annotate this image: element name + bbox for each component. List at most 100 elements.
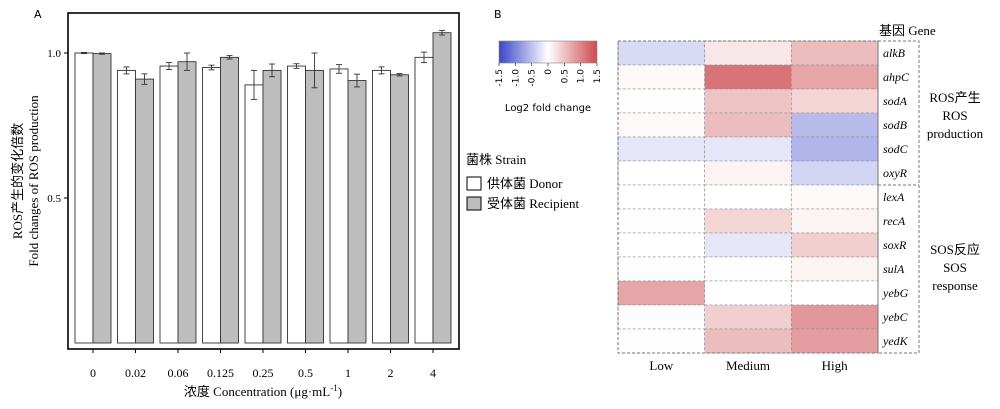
heatmap-cell-sodA-Low <box>617 88 705 114</box>
y-axis-label-zh: ROS产生的变化倍数 <box>10 123 25 239</box>
heatmap-cell-sodA-High <box>791 88 879 114</box>
heatmap-cell-yedK-Low <box>617 328 705 354</box>
bar-recipient-4 <box>432 32 452 344</box>
colorbar-tick-label: 1.5 <box>593 69 603 83</box>
bar-donor-0.02 <box>117 69 136 344</box>
heatmap-cell-alkB-Medium <box>704 40 792 66</box>
gene-label-recA: recA <box>883 214 906 228</box>
x-tick-label: 2 <box>388 366 394 380</box>
panel-a-label: A <box>34 8 42 21</box>
heatmap-cell-sodA-Medium <box>704 88 792 114</box>
x-tick-label: 0.5 <box>298 366 313 380</box>
bar-legend: 菌株 Strain 供体菌 Donor 受体菌 Recipient <box>466 152 579 211</box>
heatmap-cell-recA-High <box>791 208 879 234</box>
bar-recipient-1 <box>347 80 367 344</box>
group-label-ros: ROS产生 ROS production <box>927 90 984 141</box>
colorbar-tick-label: -0.5 <box>528 69 538 87</box>
heatmap-cell-recA-Low <box>617 208 705 234</box>
group-sos-line-3: response <box>932 278 978 293</box>
gene-label-sulA: sulA <box>883 262 905 276</box>
x-tick-label: 0.06 <box>168 366 189 380</box>
legend-label-recipient: 受体菌 Recipient <box>487 196 579 211</box>
panel-a: A 0.5 1.0 0 0.02 0.06 0.125 0.25 0.5 1 2 4 ROS产生的… <box>10 8 579 399</box>
bar-group <box>74 29 452 344</box>
bar-donor-0 <box>74 52 94 344</box>
condition-labels: Low Medium High <box>649 358 848 373</box>
gene-label-yebC: yebC <box>882 310 909 324</box>
x-axis: 0 0.02 0.06 0.125 0.25 0.5 1 2 4 <box>90 349 436 380</box>
gene-label-soxR: soxR <box>883 238 907 252</box>
bar-donor-2 <box>372 69 391 344</box>
colorbar: -1.5 -1.0 -0.5 0 0.5 1.0 1.5 Log2 fold change <box>495 40 603 114</box>
heatmap-cell-ahpC-Medium <box>704 64 792 90</box>
bar-donor-0.125 <box>202 67 221 344</box>
gene-label-oxyR: oxyR <box>883 166 908 180</box>
heatmap-cell-sulA-Low <box>617 256 705 282</box>
bar-recipient-0.02 <box>135 78 154 344</box>
bar-recipient-0 <box>92 53 112 344</box>
heatmap-cell-sulA-High <box>791 256 879 282</box>
gene-label-box <box>877 40 920 354</box>
gene-label-sodC: sodC <box>883 142 909 156</box>
heatmap-cell-lexA-Medium <box>704 184 792 210</box>
group-ros-line-2: ROS <box>942 108 967 123</box>
heatmap-cell-yedK-Medium <box>704 328 792 354</box>
x-axis-label: 浓度 Concentration (μg·mL-1) <box>184 383 342 399</box>
group-sos-line-2: SOS <box>943 260 967 275</box>
heatmap-cell-recA-Medium <box>704 208 792 234</box>
gene-label-ahpC: ahpC <box>883 70 910 84</box>
x-tick-label: 0.02 <box>125 366 146 380</box>
bar-recipient-0.125 <box>220 56 239 344</box>
colorbar-tick-label: 0 <box>544 69 554 75</box>
heatmap-cell-soxR-Low <box>617 232 705 258</box>
gene-label-yedK: yedK <box>882 334 909 348</box>
group-ros-line-3: production <box>927 126 984 141</box>
condition-label-low: Low <box>649 358 673 373</box>
colorbar-tick-label: -1.5 <box>495 69 505 87</box>
legend-swatch-recipient <box>466 196 482 211</box>
gene-label-yebG: yebG <box>882 286 909 300</box>
legend-label-donor: 供体菌 Donor <box>487 176 563 191</box>
heatmap-cell-sodB-Low <box>617 112 705 138</box>
colorbar-title: Log2 fold change <box>505 103 591 114</box>
x-tick-label: 0 <box>90 366 96 380</box>
heatmap-cell-alkB-High <box>791 40 879 66</box>
colorbar-ticks: -1.5 -1.0 -0.5 0 0.5 1.0 1.5 <box>495 63 603 87</box>
x-tick-label: 0.125 <box>207 366 234 380</box>
gene-labels: alkB ahpC sodA sodB sodC oxyR lexA recA soxR sulA… <box>882 46 910 348</box>
condition-label-high: High <box>822 358 849 373</box>
heatmap-cell-yebG-Medium <box>704 280 792 306</box>
panel-b: B -1.5 -1.0 -0.5 0 0.5 1.0 1.5 Log2 fold chang… <box>494 8 984 373</box>
heatmap-cells <box>617 40 879 354</box>
heatmap-cell-soxR-High <box>791 232 879 258</box>
colorbar-tick-label: -1.0 <box>511 69 521 87</box>
y-tick-label: 0.5 <box>47 193 61 205</box>
heatmap-cell-yebC-Low <box>617 304 705 330</box>
heatmap-cell-oxyR-High <box>791 160 879 186</box>
heatmap-cell-sodB-High <box>791 112 879 138</box>
gene-label-lexA: lexA <box>883 190 905 204</box>
bar-recipient-0.5 <box>305 69 324 344</box>
bar-donor-0.06 <box>159 65 179 344</box>
bar-donor-4 <box>414 56 434 344</box>
condition-label-medium: Medium <box>726 358 770 373</box>
legend-swatch-donor <box>466 176 482 191</box>
x-tick-label: 0.25 <box>253 366 274 380</box>
heatmap-cell-yebC-Medium <box>704 304 792 330</box>
gene-label-alkB: alkB <box>883 46 906 60</box>
heatmap-cell-sodC-Low <box>617 136 705 162</box>
colorbar-tick-label: 0.5 <box>560 69 570 83</box>
heatmap-cell-oxyR-Medium <box>704 160 792 186</box>
heatmap-cell-sulA-Medium <box>704 256 792 282</box>
bar-donor-0.5 <box>287 65 306 344</box>
bar-recipient-2 <box>390 74 409 344</box>
colorbar-tick-label: 1.0 <box>577 69 587 84</box>
heatmap-cell-yebG-High <box>791 280 879 306</box>
heatmap-cell-yebC-High <box>791 304 879 330</box>
bar-donor-1 <box>329 68 349 344</box>
x-tick-label: 4 <box>430 366 436 380</box>
gene-label-sodA: sodA <box>883 94 908 108</box>
y-axis-label-en: Fold changes of ROS production <box>26 95 41 267</box>
heatmap-cell-lexA-High <box>791 184 879 210</box>
